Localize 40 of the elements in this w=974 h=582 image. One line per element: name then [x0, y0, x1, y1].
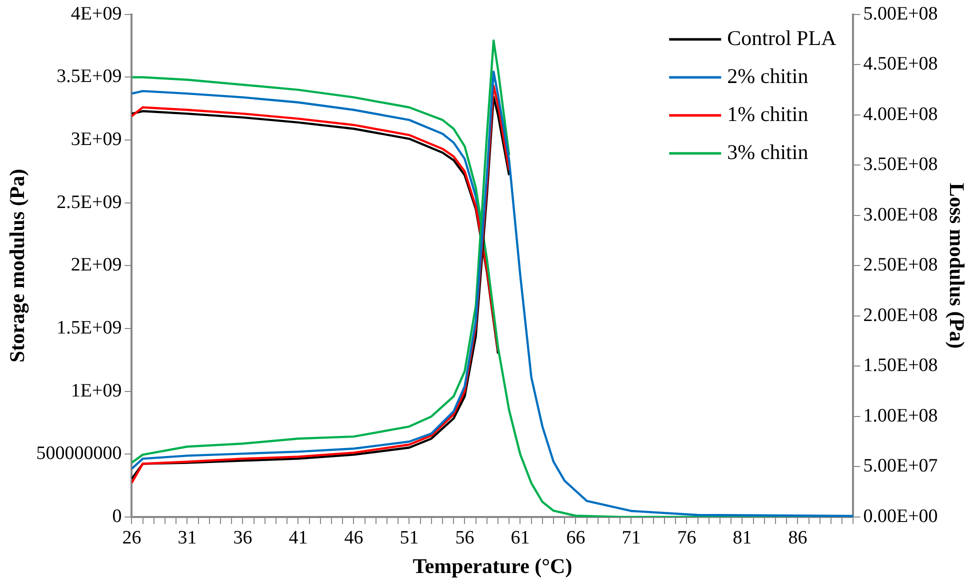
x-tick-label: 86 — [788, 527, 808, 548]
x-tick-label: 56 — [455, 527, 474, 548]
y-tick-label: 2E+09 — [70, 254, 122, 276]
y-tick-label: 2.5E+09 — [56, 192, 122, 213]
x-tick-label: 71 — [622, 527, 641, 548]
y2-tick-label: 2.50E+08 — [863, 254, 938, 276]
x-tick-label: 31 — [178, 527, 197, 548]
y2-tick-label: 3.50E+08 — [863, 154, 938, 176]
x-tick-label: 41 — [288, 527, 308, 548]
x-tick-label: 81 — [732, 527, 752, 548]
legend-label: 1% chitin — [727, 102, 809, 126]
y-tick-label: 1.5E+09 — [56, 318, 122, 339]
x-tick-label: 26 — [122, 527, 142, 548]
y2-tick-label: 0.00E+00 — [863, 506, 938, 527]
y-tick-label: 1E+09 — [70, 380, 122, 402]
y-tick-label: 500000000 — [36, 443, 122, 464]
legend-label: Control PLA — [727, 26, 838, 50]
x-tick-label: 46 — [344, 527, 364, 548]
y2-tick-label: 1.00E+08 — [863, 405, 938, 426]
x-tick-label: 76 — [677, 527, 696, 548]
y-tick-label: 3.5E+09 — [56, 66, 122, 88]
x-tick-label: 66 — [566, 527, 586, 548]
legend-label: 3% chitin — [727, 140, 809, 164]
y2-tick-label: 5.00E+07 — [863, 456, 938, 477]
y2-tick-label: 4.50E+08 — [863, 54, 938, 75]
y2-tick-label: 3.00E+08 — [863, 204, 938, 226]
y-tick-label: 0 — [112, 506, 122, 527]
y2-tick-label: 5.00E+08 — [863, 3, 938, 24]
x-tick-label: 36 — [233, 527, 252, 548]
y-axis-title: Storage modulus (Pa) — [5, 168, 30, 363]
y-tick-label: 4E+09 — [70, 3, 122, 24]
y2-tick-label: 4.00E+08 — [863, 104, 938, 125]
y-tick-label: 3E+09 — [70, 129, 122, 150]
y2-tick-label: 1.50E+08 — [863, 355, 938, 376]
y2-tick-label: 2.00E+08 — [863, 304, 938, 326]
y2-axis-title: Loss modulus (Pa) — [944, 182, 969, 349]
x-axis-title: Temperature (°C) — [412, 554, 572, 578]
x-tick-label: 61 — [510, 527, 530, 548]
legend-label: 2% chitin — [727, 64, 809, 88]
x-tick-label: 51 — [400, 527, 419, 548]
